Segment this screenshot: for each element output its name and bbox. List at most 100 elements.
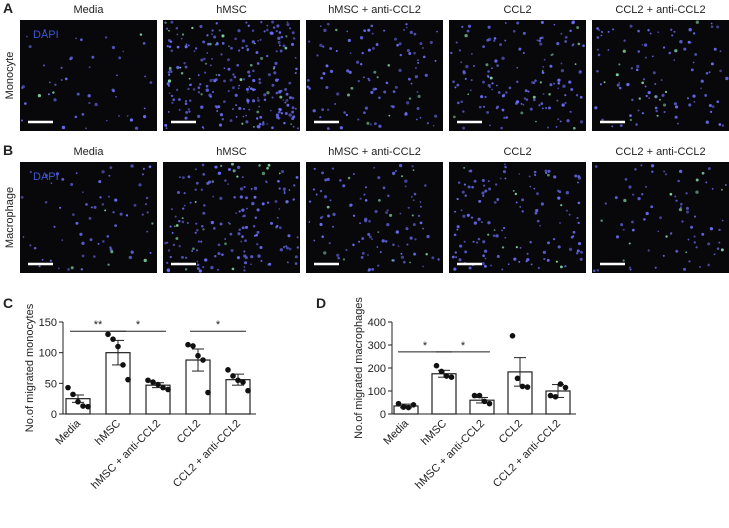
cell-dot (275, 91, 279, 95)
cell-dot (399, 53, 402, 57)
cell-dot (21, 85, 25, 89)
cell-dot (292, 37, 296, 40)
cell-dot (70, 266, 74, 270)
cell-dot (249, 87, 253, 91)
cell-dot (29, 244, 32, 247)
cell-dot (168, 29, 170, 32)
cell-dot (367, 254, 369, 256)
cell-dot (668, 51, 672, 55)
x-tick-label: CCL2 + anti-CCL2 (491, 418, 563, 490)
cell-dot (596, 69, 599, 73)
cell-dot (542, 250, 546, 254)
cell-dot (221, 253, 224, 256)
cell-dot (231, 162, 234, 166)
cell-dot (716, 247, 720, 250)
cell-dot (357, 118, 360, 121)
cell-dot (473, 221, 478, 225)
cell-dot (343, 111, 346, 114)
cell-dot (42, 64, 46, 67)
cell-dot (484, 189, 488, 193)
cell-dot (308, 87, 311, 90)
cell-dot (425, 253, 428, 256)
cell-dot (47, 93, 50, 96)
cell-dot (693, 32, 696, 35)
cell-dot (710, 22, 713, 25)
cell-dot (81, 254, 85, 258)
cell-dot (200, 224, 204, 228)
panel-label: A (3, 0, 13, 16)
cell-dot (385, 211, 388, 215)
cell-dot (577, 242, 582, 246)
cell-dot (464, 77, 467, 80)
cell-dot (528, 175, 531, 178)
cell-dot (252, 79, 256, 83)
cell-dot (705, 72, 709, 75)
cell-dot (614, 196, 618, 200)
cell-dot (180, 71, 184, 75)
cell-dot (242, 78, 246, 81)
cell-dot (607, 49, 610, 51)
cell-dot (259, 245, 263, 249)
cell-dot (456, 228, 459, 231)
cell-dot (707, 263, 711, 267)
cell-dot (491, 82, 494, 85)
cell-dot (115, 95, 117, 98)
cell-dot (141, 173, 144, 176)
cell-dot (642, 78, 646, 81)
cell-dot (200, 93, 203, 96)
cell-dot (493, 39, 496, 42)
cell-dot (719, 69, 722, 73)
cell-dot (462, 70, 466, 73)
cell-dot (407, 77, 411, 81)
cell-dot (688, 103, 692, 107)
cell-dot (233, 75, 237, 79)
data-point (105, 331, 111, 338)
cell-dot (211, 180, 215, 183)
cell-dot (469, 89, 472, 92)
cell-dot (707, 242, 711, 246)
cell-dot (630, 67, 634, 70)
cell-dot (650, 205, 654, 209)
column-label: Media (74, 146, 105, 158)
cell-dot (319, 189, 323, 193)
cell-dot (505, 91, 508, 94)
cell-dot (432, 124, 435, 127)
cell-dot (607, 30, 610, 33)
cell-dot (522, 51, 525, 54)
cell-dot (478, 199, 482, 203)
cell-dot (279, 248, 283, 252)
cell-dot (488, 187, 492, 191)
cell-dot (695, 178, 699, 182)
cell-dot (61, 177, 65, 181)
cell-dot (278, 90, 282, 94)
column-label: CCL2 + anti-CCL2 (615, 146, 705, 158)
cell-dot (339, 179, 342, 182)
cell-dot (243, 269, 246, 272)
cell-dot (533, 187, 536, 190)
cell-dot (576, 216, 579, 220)
x-tick-label: CCL2 (497, 418, 525, 446)
cell-dot (701, 232, 705, 236)
data-point (471, 392, 478, 399)
cell-dot (368, 79, 371, 82)
y-tick-label: 300 (368, 340, 386, 352)
row-label: Macrophage (4, 187, 16, 248)
cell-dot (487, 75, 490, 78)
cell-dot (355, 60, 360, 64)
cell-dot (308, 221, 311, 223)
cell-dot (352, 172, 355, 176)
cell-dot (28, 45, 32, 49)
cell-dot (388, 114, 391, 117)
cell-dot (335, 28, 338, 32)
cell-dot (596, 268, 600, 272)
cell-dot (105, 119, 108, 122)
cell-dot (252, 99, 256, 103)
cell-dot (237, 165, 241, 170)
cell-dot (364, 106, 369, 110)
cell-dot (662, 46, 666, 49)
cell-dot (536, 219, 540, 223)
cell-dot (144, 203, 147, 206)
cell-dot (205, 62, 208, 65)
cell-dot (692, 94, 696, 98)
cell-dot (134, 126, 139, 130)
